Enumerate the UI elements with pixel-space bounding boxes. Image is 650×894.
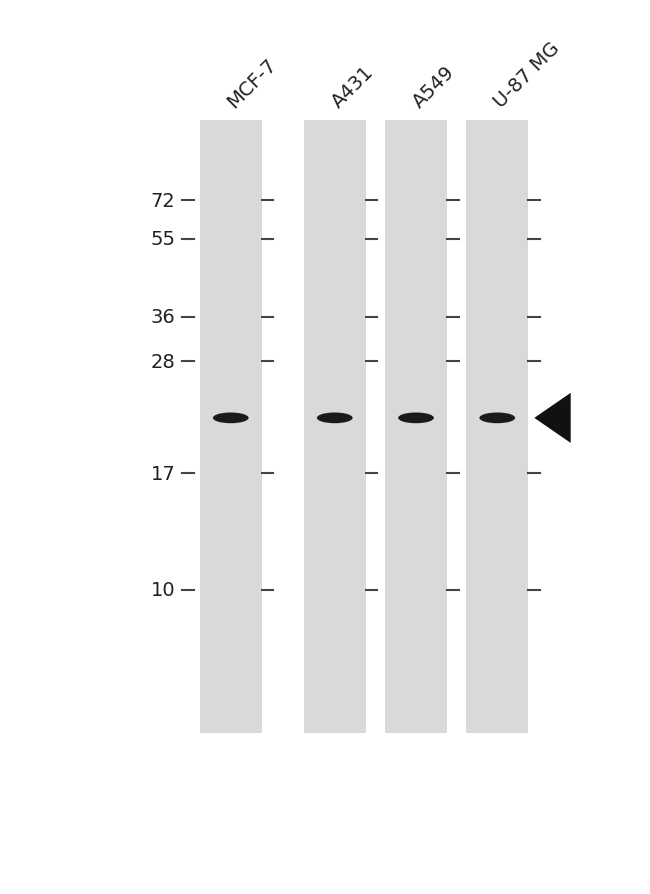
Ellipse shape — [213, 413, 248, 424]
Text: MCF-7: MCF-7 — [224, 55, 280, 112]
Ellipse shape — [317, 413, 352, 424]
Text: 72: 72 — [151, 191, 176, 211]
Text: U-87 MG: U-87 MG — [490, 38, 564, 112]
Text: 28: 28 — [151, 352, 176, 372]
Ellipse shape — [398, 413, 434, 424]
Bar — [467, 121, 528, 733]
Text: 10: 10 — [151, 580, 176, 600]
Text: A431: A431 — [328, 63, 377, 112]
Polygon shape — [534, 393, 571, 443]
Bar — [385, 121, 447, 733]
Bar — [200, 121, 261, 733]
Ellipse shape — [480, 413, 515, 424]
Text: 55: 55 — [151, 230, 176, 249]
Bar — [304, 121, 365, 733]
Text: A549: A549 — [409, 63, 458, 112]
Text: 36: 36 — [151, 308, 176, 327]
Text: 17: 17 — [151, 464, 176, 484]
